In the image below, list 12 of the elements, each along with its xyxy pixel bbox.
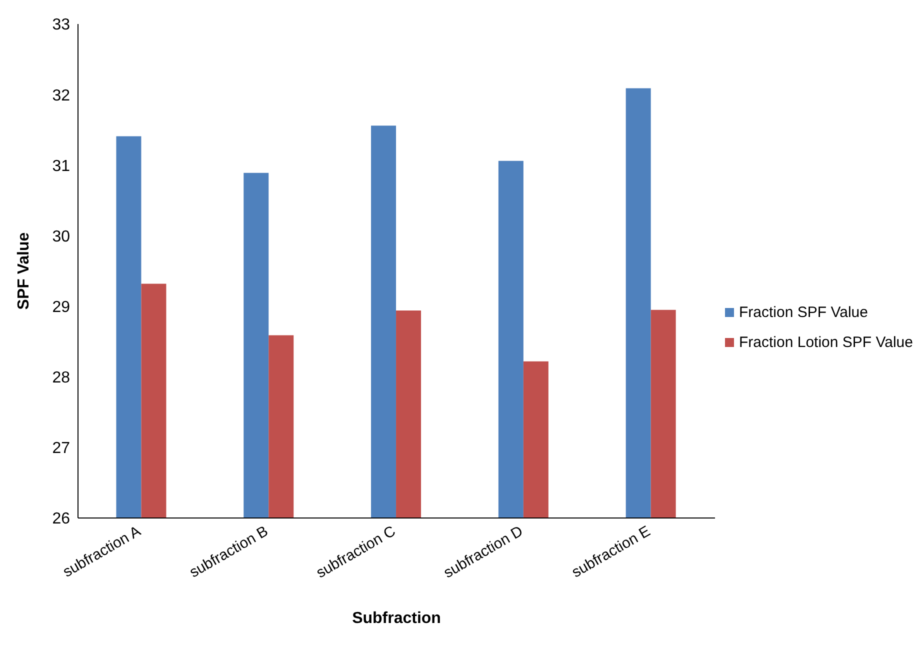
y-tick-label: 30 [52, 228, 70, 246]
y-tick-label: 26 [52, 510, 70, 528]
y-tick-label: 33 [52, 16, 70, 34]
y-tick-label: 29 [52, 298, 70, 316]
x-axis-title: Subfraction [352, 610, 441, 627]
y-tick-label: 32 [52, 87, 70, 104]
y-tick-label: 31 [52, 158, 70, 175]
legend-label: Fraction Lotion SPF Value [739, 334, 913, 351]
y-axis-title: SPF Value [16, 232, 33, 310]
legend-label: Fraction SPF Value [739, 304, 868, 321]
y-tick-label: 28 [52, 370, 70, 387]
y-tick-label: 27 [52, 440, 70, 458]
